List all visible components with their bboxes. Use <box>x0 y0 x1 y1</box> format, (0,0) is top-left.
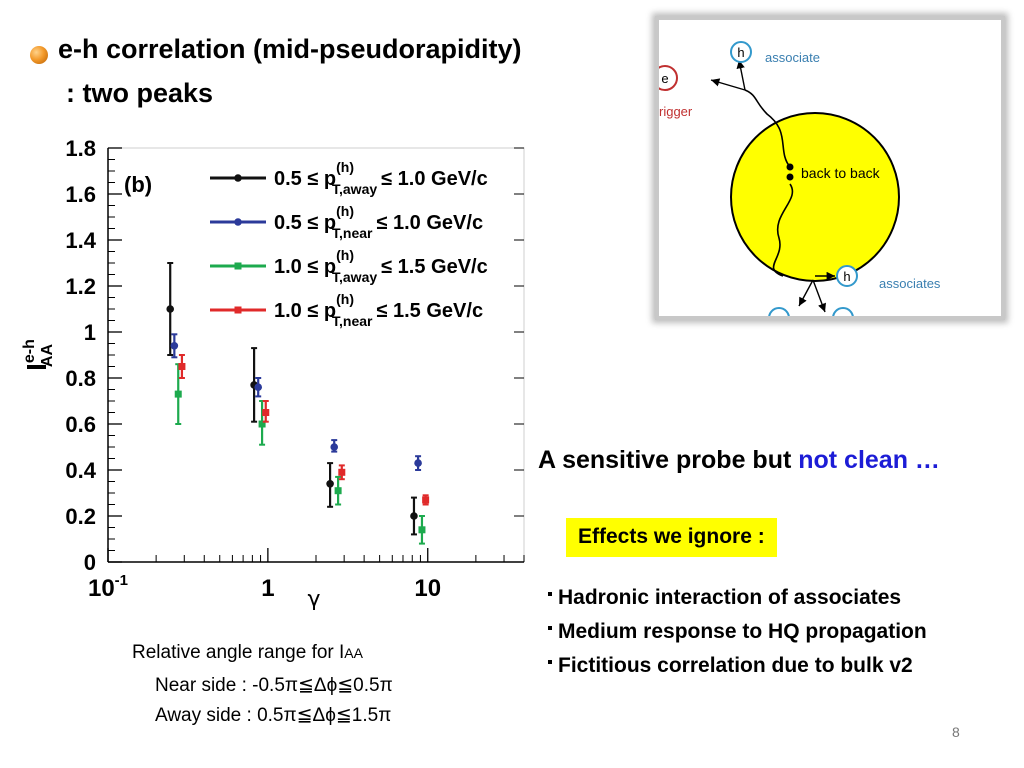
data-point <box>418 526 426 534</box>
hadron-label-right: h <box>843 269 850 284</box>
associate-label: associate <box>765 50 820 65</box>
associate-arrow <box>736 59 746 91</box>
caption-line: Relative angle range for IAA <box>132 642 363 664</box>
svg-text:Ie-hAA: Ie-hAA <box>21 339 56 371</box>
slide-subtitle: : two peaks <box>66 78 214 108</box>
data-point <box>178 363 186 370</box>
quark-path-lower <box>772 183 794 277</box>
hadron-icon-bottom-left <box>768 307 790 316</box>
y-tick-label: 0 <box>84 550 96 575</box>
data-point <box>254 383 263 391</box>
x-tick-label: 1 <box>261 575 274 602</box>
effect-item: Medium response to HQ propagation <box>548 620 927 644</box>
legend-entry: 0.5 ≤ p(h) T,near ≤ 1.0 GeV/c <box>274 203 483 241</box>
bullet-square-icon <box>548 660 552 664</box>
series-2 <box>170 333 422 471</box>
legend-entry: 1.0 ≤ p(h) T,away ≤ 1.5 GeV/c <box>274 247 488 285</box>
quark-path-upper <box>744 89 791 168</box>
y-tick-label: 1.2 <box>65 274 96 299</box>
x-tick-label: 10 <box>414 575 441 602</box>
data-point <box>338 468 346 476</box>
legend-marker <box>234 218 242 226</box>
effects-heading: Effects we ignore : <box>566 518 777 557</box>
title-bullet-icon <box>30 46 48 64</box>
data-point <box>422 496 430 504</box>
trigger-arrow <box>710 78 746 91</box>
data-point <box>258 420 266 428</box>
y-axis-label-main: I <box>21 363 52 371</box>
probe-text-blue: not clean … <box>798 446 940 474</box>
data-point <box>326 480 334 488</box>
electron-label: e <box>661 71 668 86</box>
medium-circle <box>730 112 900 282</box>
caption-sub: AA <box>344 645 363 661</box>
data-point <box>334 487 342 495</box>
page-number: 8 <box>952 724 960 740</box>
panel-label: (b) <box>124 172 152 197</box>
data-point <box>262 409 270 416</box>
associate-arrow-down-right <box>812 279 826 313</box>
data-point <box>166 305 175 313</box>
caption-away-side: Away side : 0.5π≦Δϕ≦1.5π <box>155 705 392 726</box>
slide-title: e-h correlation (mid-pseudorapidity) <box>58 34 522 64</box>
back-to-back-label: back to back <box>801 165 881 181</box>
plot-frame <box>107 147 525 563</box>
effect-item-text: Hadronic interaction of associates <box>558 586 902 609</box>
caption-near-side: Near side : -0.5π≦Δϕ≦0.5π <box>155 675 393 696</box>
associate-arrow-down-left <box>798 279 814 307</box>
y-tick-label: 1 <box>84 320 96 345</box>
x-tick-label: 10-1 <box>88 572 128 602</box>
y-axis-label-sup: e-h <box>21 339 38 363</box>
data-point <box>414 459 422 467</box>
hadron-icon-top <box>730 41 752 63</box>
legend-marker <box>234 262 242 270</box>
probe-statement: A sensitive probe but not clean … <box>538 446 940 475</box>
y-axis-label-sub: AA <box>39 344 56 368</box>
legend-entry: 0.5 ≤ p(h) T,away ≤ 1.0 GeV/c <box>274 159 488 197</box>
electron-icon <box>659 65 678 91</box>
x-axis-label: γ <box>307 587 320 610</box>
y-axis-label: Ie-hAA <box>21 339 56 371</box>
associates-label: associates <box>879 276 941 291</box>
y-tick-label: 1.6 <box>65 182 96 207</box>
data-point <box>410 512 418 520</box>
y-tick-label: 1.8 <box>65 136 96 161</box>
bullet-square-icon <box>548 592 552 596</box>
data-point <box>174 390 182 398</box>
caption-prefix: Relative angle range for I <box>132 642 345 663</box>
data-point <box>330 443 339 451</box>
vertex-dot-upper <box>786 163 794 171</box>
bullet-square-icon <box>548 626 552 630</box>
series-3 <box>174 363 426 545</box>
effect-item-text: Fictitious correlation due to bulk v2 <box>558 654 913 677</box>
vertex-dot-lower <box>786 173 794 181</box>
effect-item-text: Medium response to HQ propagation <box>558 620 927 643</box>
y-tick-label: 0.6 <box>65 412 96 437</box>
series-1 <box>166 262 418 536</box>
chart: 0 0.2 0.4 0.6 0.8 1 1.2 1.4 1.6 1.8 10-1 1 10 0.5 ≤ … <box>21 136 525 610</box>
hadron-icon-bottom-right <box>832 307 854 316</box>
hadron-label-top: h <box>737 45 744 60</box>
effect-item: Fictitious correlation due to bulk v2 <box>548 654 913 678</box>
y-tick-label: 0.8 <box>65 366 96 391</box>
trigger-label: rigger <box>659 104 693 119</box>
probe-text-black: A sensitive probe but <box>538 446 799 474</box>
y-tick-label: 1.4 <box>65 228 96 253</box>
legend-marker <box>234 306 242 314</box>
hadron-icon-right <box>836 265 858 287</box>
legend-marker <box>234 174 242 182</box>
series-4 <box>178 354 430 506</box>
y-tick-label: 0.2 <box>65 504 96 529</box>
y-tick-label: 0.4 <box>65 458 96 483</box>
legend-entry: 1.0 ≤ p(h) T,near ≤ 1.5 GeV/c <box>274 291 483 329</box>
effect-item: Hadronic interaction of associates <box>548 586 901 610</box>
data-point <box>170 342 179 350</box>
back-to-back-diagram: back to back h associate e rigger h asso… <box>655 16 1005 320</box>
